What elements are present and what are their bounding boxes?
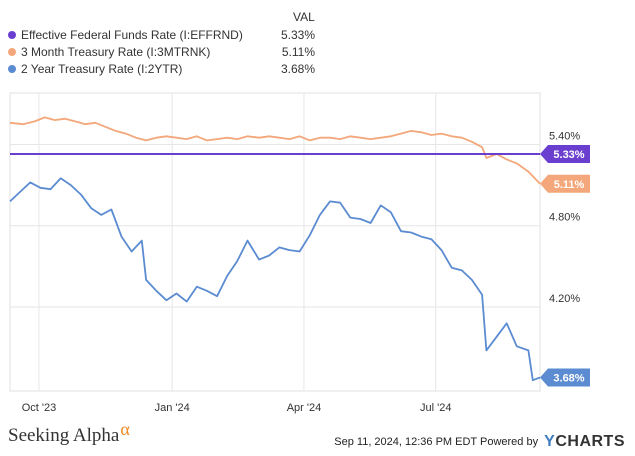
- series-line: [9, 116, 541, 185]
- brand-name: Seeking Alpha: [8, 425, 120, 446]
- series-end-label: 5.33%: [540, 144, 590, 163]
- legend-value: 5.33%: [280, 28, 315, 42]
- ycharts-logo-y: Y: [544, 433, 556, 450]
- seeking-alpha-logo: Seeking Alphaα: [8, 419, 130, 447]
- legend-value-header: VAL: [293, 10, 315, 24]
- y-tick-label: 4.20%: [549, 293, 580, 305]
- legend-label: 3 Month Treasury Rate (I:3MTRNK): [21, 45, 211, 59]
- legend-value: 5.11%: [281, 45, 315, 59]
- chart-legend: VAL Effective Federal Funds Rate (I:EFFR…: [0, 0, 635, 85]
- x-tick-label: Oct '23: [22, 402, 57, 414]
- legend-dot-icon: [8, 31, 16, 39]
- series-end-label: 5.11%: [540, 174, 590, 193]
- ycharts-logo[interactable]: YCHARTS: [544, 433, 625, 450]
- end-label-badge: [540, 368, 590, 387]
- end-label-text: 5.11%: [554, 179, 585, 191]
- plot-frame: [9, 92, 541, 392]
- end-label-badge: [540, 174, 590, 193]
- alpha-icon: α: [120, 419, 130, 439]
- line-chart: 5.40% 4.80% 4.20% Oct '23 Jan '24 Apr '24 Jul …: [9, 92, 590, 414]
- legend-value: 3.68%: [280, 62, 315, 76]
- x-tick-label: Apr '24: [287, 402, 322, 414]
- end-label-text: 3.68%: [553, 372, 584, 384]
- legend-item-2y-treasury[interactable]: 2 Year Treasury Rate (I:2YTR) 3.68%: [0, 62, 400, 80]
- timestamp: Sep 11, 2024, 12:36 PM EDT Powered by: [334, 436, 539, 448]
- legend-dot-icon: [8, 65, 16, 73]
- legend-dot-icon: [8, 48, 16, 56]
- series-line: [9, 177, 541, 382]
- x-tick-label: Jul '24: [420, 402, 451, 414]
- footer-credit: Sep 11, 2024, 12:36 PM EDT Powered by YC…: [334, 432, 625, 450]
- legend-item-fed-funds[interactable]: Effective Federal Funds Rate (I:EFFRND) …: [0, 28, 400, 46]
- y-tick-label: 4.80%: [549, 212, 580, 224]
- legend-item-3m-treasury[interactable]: 3 Month Treasury Rate (I:3MTRNK) 5.11%: [0, 45, 400, 63]
- x-tick-label: Jan '24: [155, 402, 190, 414]
- legend-label: 2 Year Treasury Rate (I:2YTR): [21, 62, 183, 76]
- y-tick-label: 5.40%: [549, 130, 580, 142]
- chart-area: 5.40% 4.80% 4.20% Oct '23 Jan '24 Apr '24 Jul …: [0, 90, 635, 420]
- end-label-badge: [540, 144, 590, 163]
- ycharts-logo-rest: CHARTS: [555, 433, 625, 450]
- end-label-text: 5.33%: [553, 149, 584, 161]
- legend-label: Effective Federal Funds Rate (I:EFFRND): [21, 28, 243, 42]
- series-end-label: 3.68%: [540, 368, 590, 387]
